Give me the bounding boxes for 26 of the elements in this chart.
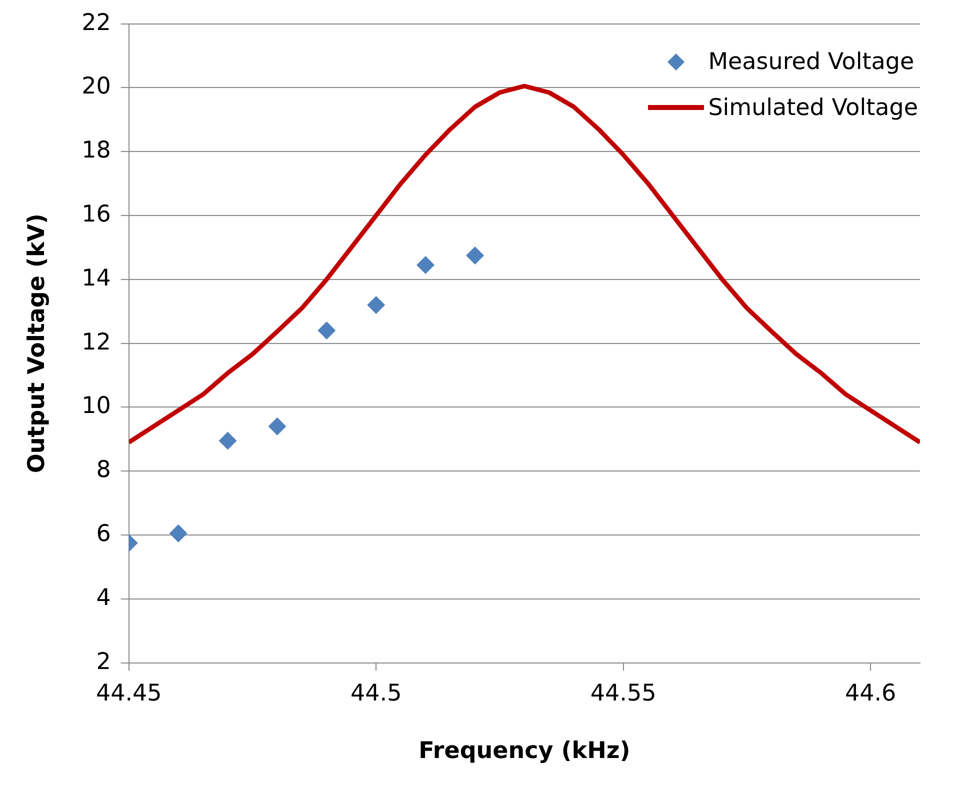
y-tick-label: 10	[82, 393, 111, 420]
y-tick-label: 2	[96, 648, 111, 675]
y-tick-label: 6	[96, 520, 111, 547]
legend-label: Measured Voltage	[708, 48, 914, 75]
point	[218, 432, 237, 450]
y-tick-label: 16	[82, 201, 111, 228]
y-tick-label: 18	[82, 138, 111, 164]
x-axis-title: Frequency (kHz)	[418, 738, 630, 764]
x-tick-label: 44.6	[844, 680, 896, 707]
y-tick-label: 12	[82, 329, 111, 356]
point	[416, 256, 435, 274]
y-tick-label: 22	[82, 10, 111, 36]
y-tick-label: 8	[96, 457, 111, 484]
x-tick-label: 44.45	[96, 680, 162, 707]
y-tick-label: 4	[96, 584, 111, 611]
y-axis-title: Output Voltage (kV)	[24, 213, 50, 474]
point	[268, 417, 286, 436]
y-tick-label: 14	[82, 265, 111, 292]
x-tick-label: 44.5	[350, 680, 402, 707]
point	[466, 246, 484, 264]
legend-label: Simulated Voltage	[708, 94, 918, 121]
x-tick-label: 44.55	[590, 680, 656, 707]
point	[169, 524, 188, 542]
point	[318, 322, 336, 340]
point	[367, 296, 386, 314]
y-tick-label: 20	[82, 74, 111, 100]
